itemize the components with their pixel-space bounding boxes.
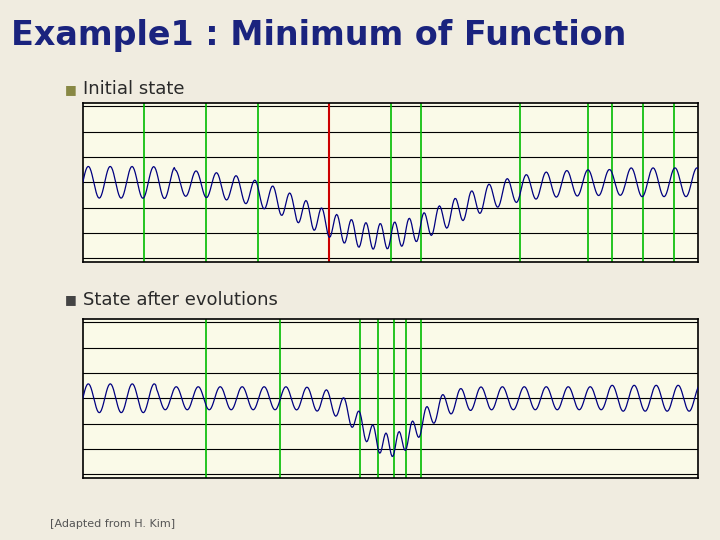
Text: [Adapted from H. Kim]: [Adapted from H. Kim] [50,519,176,529]
Text: ■: ■ [65,83,76,96]
Text: ■: ■ [65,293,76,306]
Text: Initial state: Initial state [83,80,184,98]
Text: State after evolutions: State after evolutions [83,291,278,309]
Text: Example1 : Minimum of Function: Example1 : Minimum of Function [11,18,626,52]
